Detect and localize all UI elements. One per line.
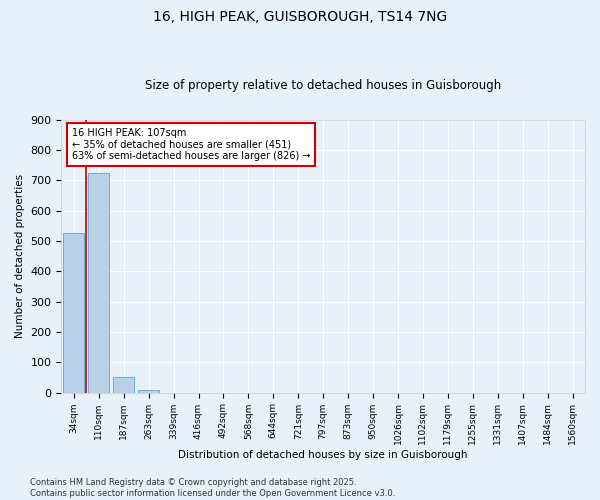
- Bar: [88, 172, 109, 392]
- Text: Contains HM Land Registry data © Crown copyright and database right 2025.
Contai: Contains HM Land Registry data © Crown c…: [30, 478, 395, 498]
- Bar: [113, 378, 134, 392]
- Text: 16 HIGH PEAK: 107sqm
← 35% of detached houses are smaller (451)
63% of semi-deta: 16 HIGH PEAK: 107sqm ← 35% of detached h…: [72, 128, 310, 161]
- Bar: [63, 234, 85, 392]
- Title: Size of property relative to detached houses in Guisborough: Size of property relative to detached ho…: [145, 79, 502, 92]
- Bar: [138, 390, 159, 392]
- X-axis label: Distribution of detached houses by size in Guisborough: Distribution of detached houses by size …: [178, 450, 468, 460]
- Text: 16, HIGH PEAK, GUISBOROUGH, TS14 7NG: 16, HIGH PEAK, GUISBOROUGH, TS14 7NG: [153, 10, 447, 24]
- Y-axis label: Number of detached properties: Number of detached properties: [15, 174, 25, 338]
